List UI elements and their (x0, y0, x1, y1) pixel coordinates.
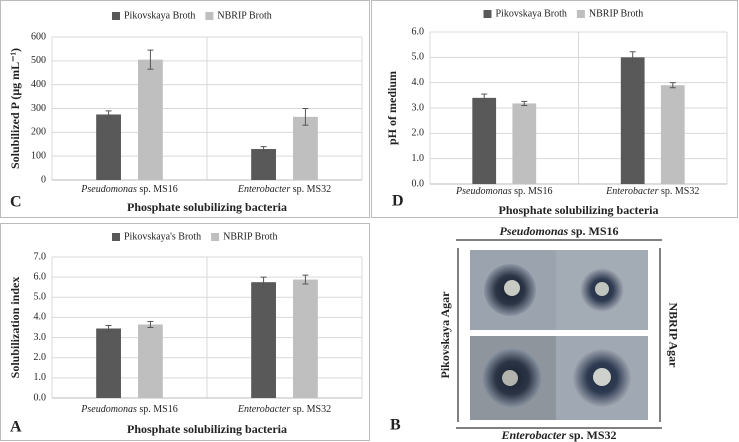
colony (593, 368, 611, 386)
error-bar (147, 49, 154, 70)
legend-label: NBRIP Broth (589, 8, 643, 19)
colony (504, 280, 520, 296)
y-tick-label: 100 (31, 150, 46, 161)
error-bar (260, 276, 267, 288)
error-bar (147, 320, 154, 328)
x-axis-title: Phosphate solubilizing bacteria (127, 200, 287, 214)
y-tick-label: 7.0 (34, 251, 47, 262)
y-axis-title: Solubilization index (8, 277, 22, 379)
error-bar (302, 108, 309, 126)
x-tick-label: Pseudomonas sp. MS16 (455, 186, 552, 197)
y-tick-label: 0 (41, 174, 46, 185)
legend-swatch (211, 233, 220, 241)
y-tick-label: 5.0 (412, 52, 425, 63)
y-tick-label: 1.0 (412, 153, 425, 164)
y-tick-label: 0.0 (34, 392, 47, 403)
x-tick-label: Enterobacter sp. MS32 (605, 186, 699, 197)
panel-frame (0, 0, 370, 218)
legend-swatch (483, 10, 492, 18)
panel-frame (371, 0, 738, 218)
bar (293, 116, 318, 180)
panel-label: A (10, 419, 22, 436)
bar (96, 114, 121, 180)
y-tick-label: 500 (31, 55, 46, 66)
legend-swatch (112, 12, 120, 20)
error-bar (302, 274, 309, 285)
bar (660, 85, 685, 184)
legend-label: Pikovskaya's Broth (124, 231, 201, 242)
x-tick-label: Pseudomonas sp. MS16 (80, 404, 177, 415)
panel-label: D (392, 193, 404, 210)
error-bar (105, 110, 112, 119)
y-tick-label: 2.0 (34, 352, 47, 363)
y-tick-label: 4.0 (34, 312, 47, 323)
y-tick-label: 5.0 (34, 292, 47, 303)
y-tick-label: 400 (31, 79, 46, 90)
y-tick-label: 600 (31, 31, 46, 42)
photo-left: Pikovskaya Agar (438, 291, 452, 379)
x-axis-title: Phosphate solubilizing bacteria (127, 422, 287, 436)
error-bar (105, 324, 112, 333)
y-tick-label: 4.0 (412, 77, 425, 88)
panel-label: B (390, 417, 401, 434)
legend-label: Pikovskaya Broth (124, 10, 195, 21)
legend-label: NBRIP Broth (223, 231, 277, 242)
error-bar (629, 51, 636, 64)
error-bar (521, 100, 528, 106)
bar (620, 57, 645, 185)
x-tick-label: Enterobacter sp. MS32 (237, 184, 331, 195)
y-tick-label: 2.0 (412, 128, 425, 139)
bar (512, 103, 537, 184)
y-tick-label: 1.0 (34, 372, 47, 383)
legend-swatch (576, 10, 585, 18)
legend-swatch (112, 233, 120, 241)
bar (96, 328, 121, 398)
bar (251, 282, 276, 398)
bar (138, 59, 163, 181)
colony (595, 282, 609, 296)
y-axis-title: Solubilized P (μg mL⁻¹) (8, 48, 22, 169)
legend-label: Pikovskaya Broth (496, 8, 567, 19)
x-tick-label: Enterobacter sp. MS32 (237, 404, 331, 415)
colony (502, 370, 518, 386)
x-tick-label: Pseudomonas sp. MS16 (80, 184, 177, 195)
error-bar (260, 146, 267, 152)
legend-swatch (205, 12, 214, 20)
y-tick-label: 6.0 (412, 26, 425, 37)
y-tick-label: 0.0 (412, 178, 425, 189)
error-bar (669, 82, 676, 89)
y-axis-title: pH of medium (385, 71, 399, 145)
y-tick-label: 3.0 (412, 102, 425, 113)
y-tick-label: 200 (31, 127, 46, 138)
bar (472, 97, 497, 184)
photo-right: NBRIP Agar (666, 302, 680, 368)
bar (138, 324, 163, 398)
legend-label: NBRIP Broth (217, 10, 271, 21)
bar (251, 149, 276, 180)
photo-grid (456, 239, 662, 429)
photo-top: Pseudomonas sp. MS16 (499, 224, 618, 238)
x-axis-title: Phosphate solubilizing bacteria (498, 203, 658, 217)
error-bar (481, 93, 488, 103)
y-tick-label: 300 (31, 103, 46, 114)
panel-label: C (10, 194, 22, 211)
bar (293, 279, 318, 398)
y-tick-label: 6.0 (34, 271, 47, 282)
photo-bottom: Enterobacter sp. MS32 (500, 428, 616, 442)
y-tick-label: 3.0 (34, 332, 47, 343)
panel-frame (0, 223, 370, 441)
